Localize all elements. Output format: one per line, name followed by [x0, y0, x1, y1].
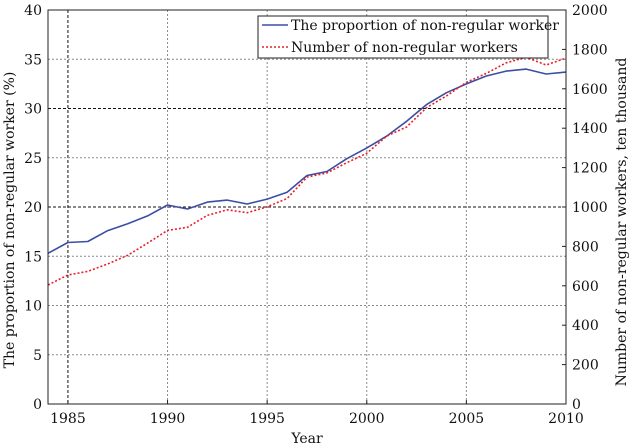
x-tick-label: 1985: [50, 411, 86, 427]
series-line-0: [47, 68, 567, 255]
x-tick-label: 2010: [548, 411, 584, 427]
y-tick-label: 20: [24, 200, 42, 216]
y2-tick-label: 1200: [572, 161, 608, 177]
y-axis-ticks: 0 5 10 15 20 25 30 35 40: [24, 3, 42, 413]
y2-axis-label: Number of non-regular workers, ten thous…: [614, 58, 630, 387]
y-tick-label: 15: [24, 249, 42, 265]
legend-label-proportion: The proportion of non-regular worker: [291, 18, 559, 34]
x-axis-label: Year: [290, 431, 323, 447]
y-tick-label: 30: [24, 102, 42, 118]
legend-label-number: Number of non-regular workers: [291, 40, 518, 56]
y2-tick-label: 1800: [572, 42, 608, 58]
x-tick-label: 1995: [249, 411, 285, 427]
y-tick-label: 10: [24, 299, 42, 315]
y2-tick-label: 600: [572, 279, 599, 295]
x-tick-label: 2005: [449, 411, 485, 427]
y2-tick-label: 400: [572, 318, 599, 334]
y2-axis-ticks: 0 200 400 600 800 1000 1200 1400 1600 1800 2000: [562, 3, 608, 413]
grid-lines: [48, 9, 566, 404]
series-layer: [47, 56, 567, 286]
y2-tick-label: 2000: [572, 3, 608, 19]
y2-tick-label: 200: [572, 358, 599, 374]
y2-tick-label: 0: [572, 397, 581, 413]
x-tick-label: 1990: [150, 411, 186, 427]
legend-box: [257, 15, 549, 59]
y-tick-label: 35: [24, 52, 42, 68]
y-tick-label: 40: [24, 3, 42, 19]
x-axis-ticks: 1985 1990 1995 2000 2005 2010: [50, 400, 584, 427]
series-line-1: [47, 56, 567, 286]
x-tick-label: 2000: [349, 411, 385, 427]
y-tick-label: 0: [33, 397, 42, 413]
y-axis-label: The proportion of non-regular worker (%): [2, 72, 18, 369]
y2-tick-label: 1600: [572, 82, 608, 98]
legend: The proportion of non-regular worker Num…: [257, 15, 559, 59]
y-tick-label: 5: [33, 348, 42, 364]
y2-tick-label: 1000: [572, 200, 608, 216]
y2-tick-label: 1400: [572, 121, 608, 137]
y-tick-label: 25: [24, 151, 42, 167]
y2-tick-label: 800: [572, 239, 599, 255]
